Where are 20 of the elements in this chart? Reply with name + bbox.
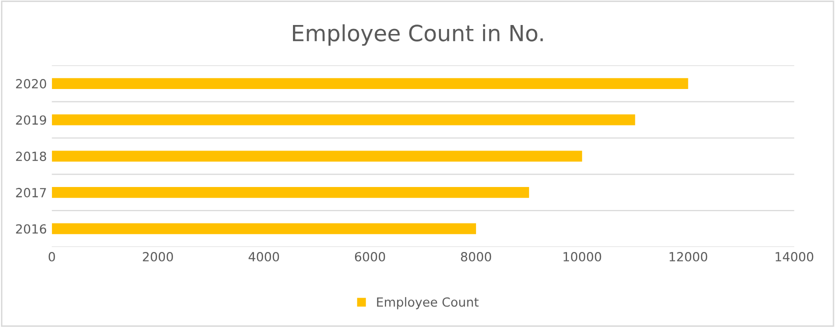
y-tick-label: 2018 (16, 152, 46, 162)
x-tick-label: 10000 (564, 252, 602, 262)
bar (52, 223, 476, 234)
x-tick-label: 6000 (354, 252, 386, 262)
bar (52, 78, 688, 89)
chart-title: Employee Count in No. (292, 24, 543, 46)
x-tick-label: 14000 (776, 252, 814, 262)
bar (52, 186, 530, 198)
y-tick-label: 2019 (16, 115, 46, 125)
bar (52, 150, 582, 162)
x-tick-label: 2000 (142, 252, 173, 262)
y-tick-label: 2016 (16, 224, 46, 234)
y-tick-label: 2017 (16, 188, 46, 198)
x-tick-label: 0 (48, 252, 55, 262)
x-tick-label: 12000 (670, 252, 708, 262)
x-tick-label: 8000 (460, 252, 492, 262)
legend-label: Employee Count (377, 297, 479, 310)
bar (52, 114, 636, 126)
y-tick-label: 2020 (16, 79, 46, 88)
x-tick-label: 4000 (248, 252, 280, 262)
